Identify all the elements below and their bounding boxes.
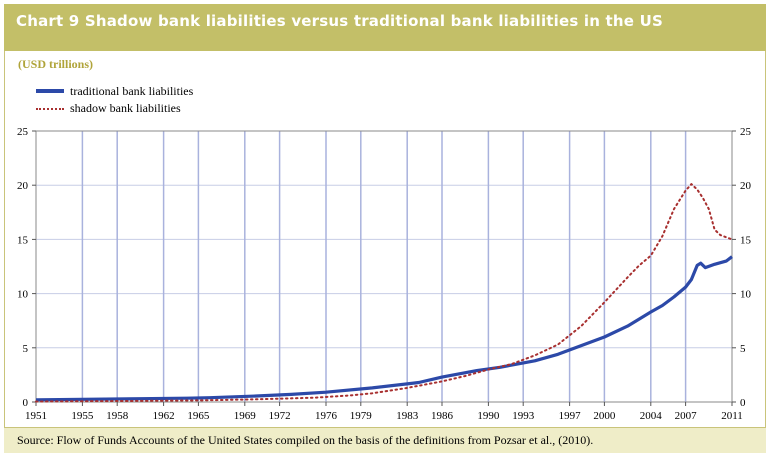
x-tick-label: 1955	[71, 410, 94, 422]
y-tick-label-left: 15	[17, 234, 29, 246]
x-tick-label: 1958	[106, 410, 129, 422]
chart-title: Chart 9 Shadow bank liabilities versus t…	[16, 12, 663, 30]
x-tick-label: 1962	[153, 410, 175, 422]
y-tick-label-right: 0	[740, 397, 746, 409]
y-tick-label-right: 20	[740, 180, 752, 192]
x-tick-label: 2011	[721, 410, 743, 422]
legend-label-traditional: traditional bank liabilities	[70, 84, 194, 98]
x-tick-label: 1965	[187, 410, 210, 422]
y-axis-right: 0 5 10 15 20 25	[732, 126, 752, 409]
x-tick-label: 1979	[350, 410, 373, 422]
x-tick-label: 1972	[269, 410, 291, 422]
x-tick-label: 1990	[477, 410, 500, 422]
x-tick-label: 2007	[675, 410, 698, 422]
y-tick-label-right: 15	[740, 234, 752, 246]
x-tick-label: 2004	[640, 410, 663, 422]
chart-frame	[4, 4, 766, 453]
x-axis: 1951 1955 1958 1962 1965 1969 1972 1976 1979 1983…	[25, 402, 743, 422]
y-axis-units-label: (USD trillions)	[18, 57, 93, 71]
y-tick-label-left: 5	[23, 343, 29, 355]
x-tick-label: 1983	[396, 410, 419, 422]
grid-lines	[36, 131, 732, 402]
legend-swatch-traditional	[36, 89, 64, 93]
x-tick-label: 1969	[234, 410, 257, 422]
y-tick-label-right: 5	[740, 343, 746, 355]
y-axis-left: 0 5 10 15 20 25	[17, 126, 36, 409]
y-tick-label-left: 25	[17, 126, 29, 138]
y-tick-label-right: 25	[740, 126, 752, 138]
series-line-shadow	[35, 183, 733, 403]
legend-swatch-shadow	[36, 108, 64, 110]
x-tick-label: 1986	[431, 410, 454, 422]
source-note: Source: Flow of Funds Accounts of the Un…	[4, 427, 766, 453]
plot-area-border	[35, 130, 733, 403]
x-tick-label: 2000	[593, 410, 616, 422]
y-tick-label-right: 10	[740, 289, 752, 301]
y-tick-label-left: 0	[23, 397, 29, 409]
title-bar: Chart 9 Shadow bank liabilities versus t…	[4, 4, 766, 51]
series-lines	[35, 183, 733, 403]
x-tick-label: 1976	[315, 410, 338, 422]
x-tick-label: 1993	[512, 410, 535, 422]
x-tick-label: 1951	[25, 410, 47, 422]
x-tick-label: 1997	[559, 410, 582, 422]
y-tick-label-left: 10	[17, 289, 29, 301]
y-tick-label-left: 20	[17, 180, 29, 192]
series-line-traditional	[35, 255, 733, 402]
legend-label-shadow: shadow bank liabilities	[70, 101, 181, 115]
